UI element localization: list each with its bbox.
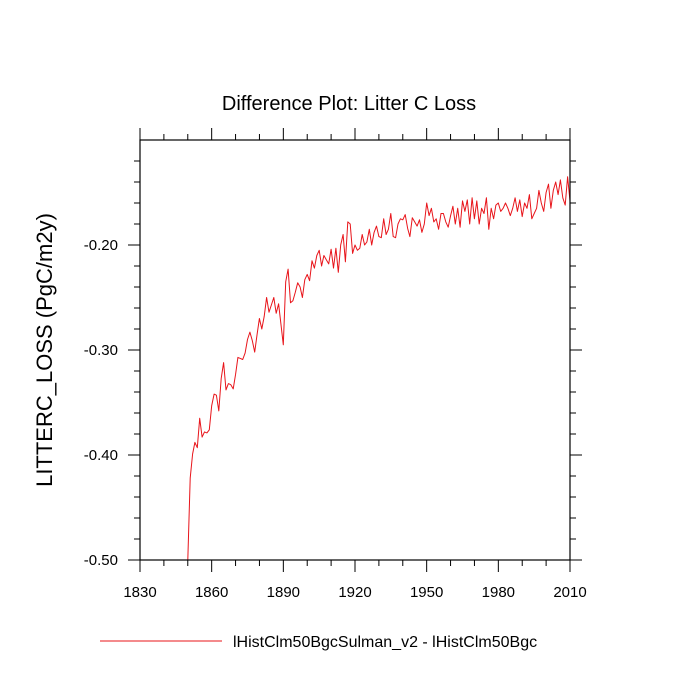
plot-frame [139,139,571,561]
y-tick-label: -0.50 [84,552,118,569]
x-tick-label: 1950 [410,584,443,601]
x-tick-label: 1830 [123,584,156,601]
axis-ticks [128,128,582,572]
x-tick-label: 1980 [482,584,515,601]
x-tick-label: 1920 [338,584,371,601]
legend-label: lHistClm50BgcSulman_v2 - lHistClm50Bgc [233,634,537,651]
y-axis-label: LITTERC_LOSS (PgC/m2y) [32,213,57,487]
y-tick-label: -0.20 [84,237,118,254]
x-tick-label: 1890 [267,584,300,601]
x-tick-label: 2010 [553,584,586,601]
x-tick-label: 1860 [195,584,228,601]
series-line [187,176,571,561]
chart-title: Difference Plot: Litter C Loss [222,93,476,115]
tick-labels: 1830 1860 1890 1920 1950 1980 2010 -0.50 -0.40 -0… [84,237,587,601]
y-tick-label: -0.40 [84,447,118,464]
y-tick-label: -0.30 [84,342,118,359]
